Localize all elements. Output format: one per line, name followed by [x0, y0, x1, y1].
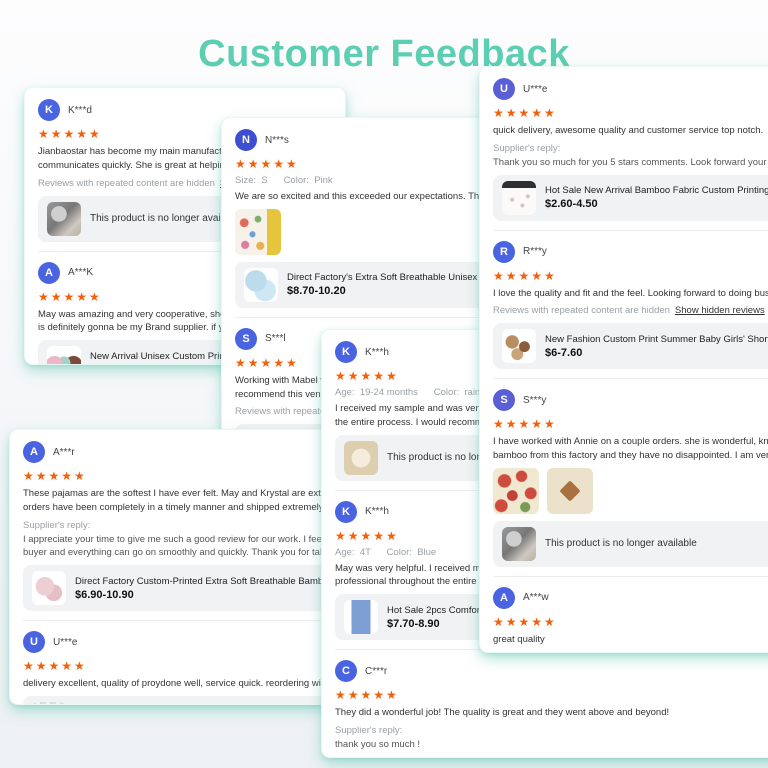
product-title: Hot Sale 2pcs Comfortable Spring Outfit …: [387, 604, 573, 616]
avatar: N: [235, 129, 257, 151]
reviewer-name: K***h: [365, 506, 389, 518]
star-rating: ★★★★★: [335, 528, 399, 543]
star-rating: ★★★★★: [493, 614, 557, 629]
reviewer-name: A***r: [53, 446, 75, 458]
product-thumbnail: [47, 346, 81, 364]
avatar: K: [38, 99, 60, 121]
avatar: K: [335, 500, 357, 523]
show-hidden-reviews-link[interactable]: Show hidden reviews: [674, 305, 765, 317]
review-text: I love the quality and fit and the feel.…: [493, 287, 768, 299]
product-price: $2.60-4.50: [545, 198, 598, 211]
product-thumbnail: [344, 600, 378, 635]
product-card[interactable]: New Arrive Hot Sale Summer Bamboo Knitte…: [23, 695, 558, 704]
supplier-reply-text: Thank you so much for you 5 stars commen…: [493, 156, 767, 168]
product-thumbnail: [502, 329, 536, 364]
product-title: Hot Sale New Arrival Bamboo Fabric Custo…: [545, 185, 768, 197]
product-title: New Fashion Custom Print Summer Baby Gir…: [545, 333, 768, 345]
reviewer-name: A***w: [523, 592, 549, 604]
avatar: R: [493, 240, 515, 263]
reviewer-name: N***s: [265, 134, 289, 146]
hidden-note-text: Reviews with repeated content are hidden: [38, 177, 215, 189]
product-thumbnail: [47, 201, 81, 236]
product-thumbnail: [32, 571, 66, 606]
star-rating: ★★★★★: [335, 688, 399, 703]
avatar: A: [38, 261, 60, 284]
supplier-reply-label: Supplier's reply:: [23, 519, 91, 531]
avatar: S: [493, 389, 515, 412]
review-photo[interactable]: [493, 467, 539, 514]
hidden-reviews-note: Reviews with repeated content are hidden…: [493, 305, 768, 316]
reviewer-name: S***y: [523, 394, 547, 406]
review-photo[interactable]: [547, 467, 593, 514]
product-card[interactable]: This product is no longer available: [493, 520, 768, 567]
product-thumbnail: [502, 526, 536, 561]
reviewer-name: K***h: [365, 346, 389, 358]
review-text: I have worked with Annie on a couple ord…: [493, 436, 768, 462]
review: R R***y ★★★★★ I love the quality and fit…: [493, 229, 768, 370]
hidden-note-text: Reviews with repeated content are hidden: [493, 305, 670, 317]
product-title: Direct Factory Custom-Printed Extra Soft…: [75, 575, 409, 587]
star-rating: ★★★★★: [235, 355, 299, 370]
product-title: New Arrival Unisex Custom Printed Pajama…: [90, 350, 278, 362]
star-rating: ★★★★★: [493, 417, 557, 432]
product-price: $6.90-10.90: [75, 588, 134, 601]
product-thumbnail: [344, 440, 378, 475]
product-unavailable-text: This product is no longer available: [90, 213, 242, 225]
star-rating: ★★★★★: [23, 469, 87, 483]
review-text: They did a wonderful job! The quality is…: [335, 707, 670, 719]
avatar: K: [335, 341, 357, 363]
supplier-reply-label: Supplier's reply:: [335, 724, 403, 736]
star-rating: ★★★★★: [38, 127, 102, 141]
product-thumbnail: [502, 180, 536, 215]
product-price: $8.70-10.20: [287, 285, 346, 298]
reviewer-name: U***e: [53, 636, 78, 648]
star-rating: ★★★★★: [235, 157, 299, 171]
reviewer-name: R***y: [523, 246, 547, 258]
review-photo[interactable]: [235, 208, 281, 255]
reviewer-name: S***l: [265, 333, 286, 345]
supplier-reply-text: thank you so much !: [335, 738, 421, 750]
reviewer-name: K***d: [68, 104, 92, 116]
product-price: $7.70-8.90: [387, 617, 440, 630]
reviewer-name: U***e: [523, 83, 548, 95]
avatar: A: [23, 441, 45, 463]
product-unavailable-text: This product is no longer available: [387, 452, 539, 464]
avatar: U: [23, 631, 45, 654]
product-card[interactable]: Hot Sale New Arrival Bamboo Fabric Custo…: [493, 174, 768, 221]
review-attributes: Size: S Color: Pink: [235, 175, 333, 186]
avatar: U: [493, 78, 515, 100]
review-text: great quality: [493, 633, 545, 645]
product-price: $6-7.60: [545, 346, 583, 359]
review-attributes: Age: 4T Color: Blue: [335, 546, 437, 558]
review-text: quick delivery, awesome quality and cust…: [493, 125, 764, 136]
review: C C***r ★★★★★ They did a wonderful job! …: [335, 649, 768, 757]
avatar: S: [235, 327, 257, 350]
product-unavailable-text: This product is no longer available: [545, 538, 697, 550]
star-rating: ★★★★★: [335, 369, 399, 383]
star-rating: ★★★★★: [493, 268, 557, 283]
star-rating: ★★★★★: [493, 106, 557, 120]
avatar: A: [493, 586, 515, 609]
product-thumbnail: [32, 701, 66, 704]
reviewer-name: A***K: [68, 267, 94, 279]
review: A A***w ★★★★★ great quality: [493, 575, 768, 652]
star-rating: ★★★★★: [38, 289, 102, 304]
reviewer-name: C***r: [365, 665, 388, 677]
avatar: C: [335, 660, 357, 683]
review: S S***y ★★★★★ I have worked with Annie o…: [493, 378, 768, 567]
supplier-reply-label: Supplier's reply:: [493, 142, 561, 154]
product-thumbnail: [244, 267, 278, 302]
blanket-tag: [559, 480, 581, 502]
star-rating: ★★★★★: [23, 659, 87, 674]
product-title: Direct Factory's Extra Soft Breathable U…: [287, 272, 572, 284]
review-panel-right: U U***e ★★★★★ quick delivery, awesome qu…: [480, 67, 768, 652]
review: U U***e ★★★★★ quick delivery, awesome qu…: [493, 78, 768, 221]
product-card[interactable]: New Fashion Custom Print Summer Baby Gir…: [493, 323, 768, 370]
